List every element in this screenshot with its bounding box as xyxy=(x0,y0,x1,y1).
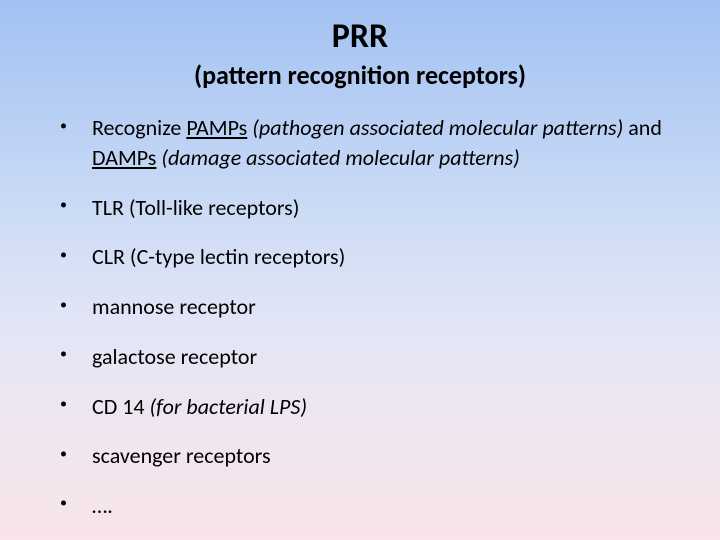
text-segment: Recognize xyxy=(92,114,186,141)
text-segment: …. xyxy=(92,492,113,519)
text-segment: (for bacterial LPS) xyxy=(150,393,308,420)
text-segment: and xyxy=(623,114,662,141)
text-segment: (damage associated molecular patterns) xyxy=(161,144,519,171)
bullet-list: Recognize PAMPs (pathogen associated mol… xyxy=(40,113,680,520)
bullet-item: mannose receptor xyxy=(50,292,680,322)
text-segment: mannose receptor xyxy=(92,293,256,320)
bullet-item: CD 14 (for bacterial LPS) xyxy=(50,392,680,422)
bullet-item: CLR (C-type lectin receptors) xyxy=(50,242,680,272)
slide-subtitle: (pattern recognition receptors) xyxy=(40,59,680,91)
text-segment: scavenger receptors xyxy=(92,442,271,469)
slide-title: PRR xyxy=(40,18,680,55)
bullet-item: …. xyxy=(50,491,680,521)
bullet-item: TLR (Toll-like receptors) xyxy=(50,193,680,223)
text-segment: TLR (Toll-like receptors) xyxy=(92,194,299,221)
text-segment: galactose receptor xyxy=(92,343,257,370)
bullet-item: scavenger receptors xyxy=(50,441,680,471)
slide: PRR (pattern recognition receptors) Reco… xyxy=(0,0,720,540)
text-segment: (pathogen associated molecular patterns) xyxy=(252,114,623,141)
bullet-item: galactose receptor xyxy=(50,342,680,372)
bullet-item: Recognize PAMPs (pathogen associated mol… xyxy=(50,113,680,172)
text-segment: DAMPs xyxy=(92,144,156,171)
text-segment: CLR (C-type lectin receptors) xyxy=(92,243,345,270)
text-segment: PAMPs xyxy=(186,114,247,141)
text-segment: CD 14 xyxy=(92,393,150,420)
